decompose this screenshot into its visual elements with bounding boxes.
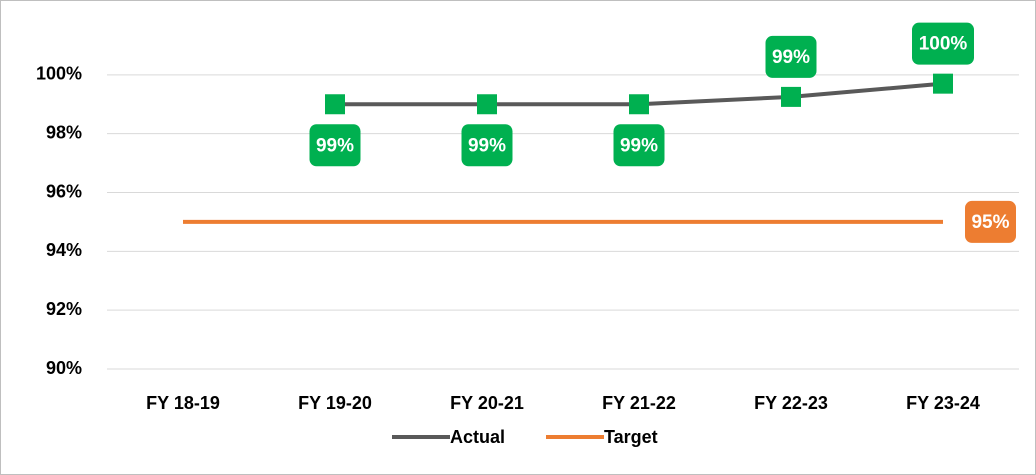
data-label: 95% (971, 212, 1009, 233)
marker (477, 94, 497, 115)
x-tick-label: FY 22-23 (754, 393, 828, 413)
y-tick-label: 96% (46, 181, 82, 201)
marker (781, 86, 801, 107)
legend-label: Target (604, 427, 658, 447)
data-label: 99% (468, 135, 506, 156)
y-tick-label: 92% (46, 299, 82, 319)
data-label-box (965, 200, 1016, 243)
y-tick-label: 94% (46, 240, 82, 260)
data-label: 99% (772, 47, 810, 68)
marker (629, 94, 649, 115)
data-label: 99% (620, 135, 658, 156)
y-tick-label: 98% (46, 122, 82, 142)
data-label-box (765, 35, 817, 78)
data-label: 100% (919, 34, 968, 55)
data-label-box (613, 124, 665, 167)
data-label-box (309, 124, 361, 167)
x-tick-label: FY 19-20 (298, 393, 372, 413)
x-tick-label: FY 18-19 (146, 393, 220, 413)
x-tick-label: FY 23-24 (906, 393, 980, 413)
data-label: 99% (316, 135, 354, 156)
data-label-box (461, 124, 513, 167)
y-tick-label: 90% (46, 358, 82, 378)
data-label-box (912, 22, 974, 65)
x-tick-label: FY 20-21 (450, 393, 524, 413)
y-tick-label: 100% (36, 64, 82, 84)
x-tick-label: FY 21-22 (602, 393, 676, 413)
marker (933, 73, 953, 94)
legend-label: Actual (450, 427, 505, 447)
marker (325, 94, 345, 115)
